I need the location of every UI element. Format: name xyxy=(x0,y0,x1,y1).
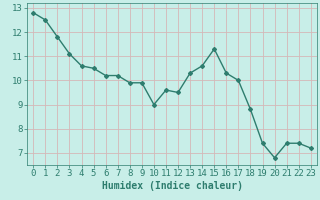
X-axis label: Humidex (Indice chaleur): Humidex (Indice chaleur) xyxy=(101,181,243,191)
